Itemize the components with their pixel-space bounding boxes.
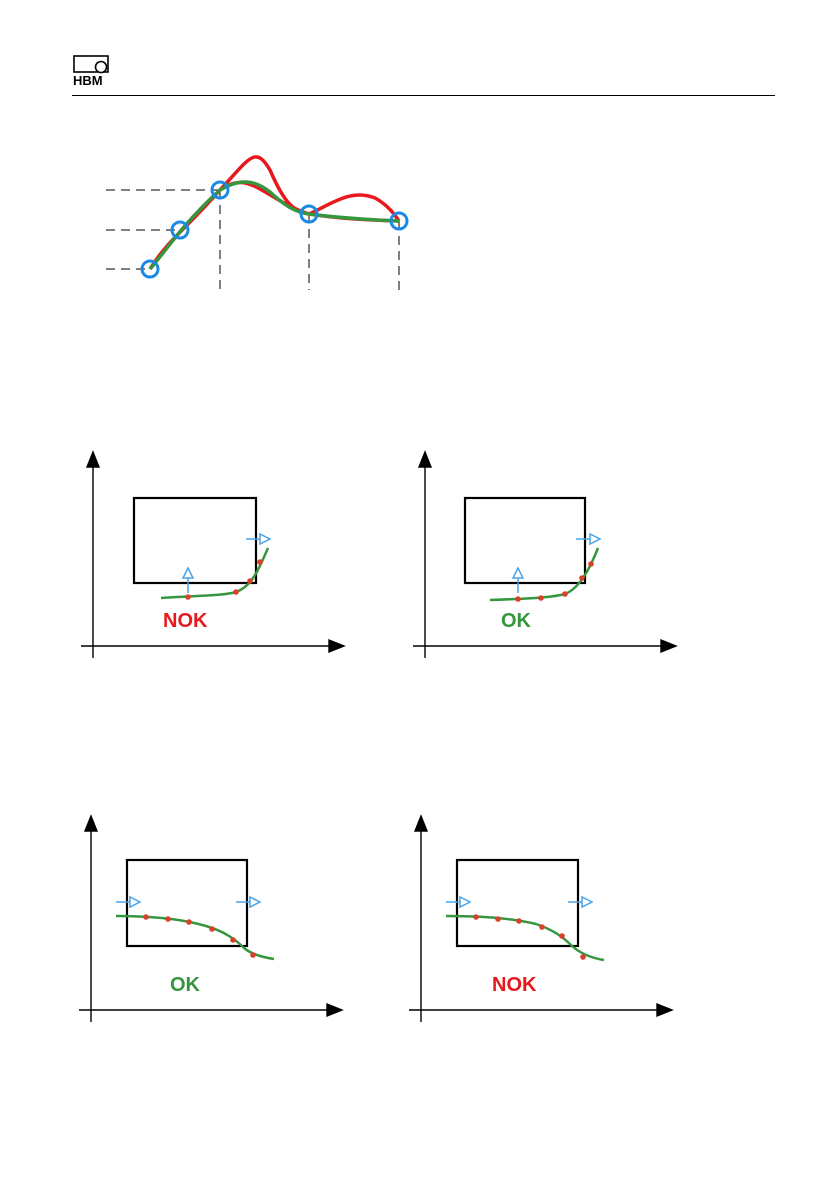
verdict-label: NOK [492,974,537,996]
signal-point [233,589,239,595]
signal-point [495,916,501,922]
window-panel-nok-1: NOK [78,448,378,663]
arrow-right-icon [568,895,594,909]
evaluation-window [132,496,258,585]
signal-curve [115,914,275,961]
window-panel-ok-2: OK [76,812,376,1027]
logo-text: HBM [73,73,103,88]
signal-point [186,919,192,925]
y-axis [83,814,99,1022]
x-axis [81,638,346,654]
signal-point [143,914,149,920]
signal-point [473,914,479,920]
x-axis [79,1002,344,1018]
sample-point-2 [170,220,190,240]
signal-point [247,578,253,584]
arrow-right-icon [246,532,272,546]
sample-point-3 [210,180,230,200]
measured-curve [148,155,401,270]
window-panel-nok-2: NOK [406,812,706,1027]
signal-point [185,594,191,600]
signal-point [250,952,256,958]
evaluation-window [125,858,249,948]
hbm-logo-icon: HBM [72,54,112,88]
signal-point [580,954,586,960]
verdict-label: OK [501,610,531,632]
signal-point [559,933,565,939]
signal-point [579,575,585,581]
signal-point [588,561,594,567]
header-rule [72,95,775,96]
signal-point [165,916,171,922]
signal-point [230,937,236,943]
signal-point [515,596,521,602]
x-axis [409,1002,674,1018]
signal-curve [489,547,600,602]
y-axis [417,450,433,658]
signal-curve [160,547,270,600]
arrow-right-icon [116,895,142,909]
x-axis [413,638,678,654]
signal-point [209,926,215,932]
window-panel-ok-1: OK [410,448,710,663]
arrow-right-icon [236,895,262,909]
sample-point-1 [140,259,160,279]
evaluation-window [455,858,580,948]
sample-point-4 [299,204,319,224]
signal-point [516,918,522,924]
arrow-right-icon [446,895,472,909]
sample-point-5 [389,211,409,231]
verdict-label: OK [170,974,200,996]
verdict-label: NOK [163,610,208,632]
y-axis [85,450,101,658]
y-axis [413,814,429,1022]
interpolation-figure [90,150,430,300]
arrow-up-icon [181,566,195,593]
evaluation-window [463,496,587,585]
arrow-right-icon [576,532,602,546]
signal-point [562,591,568,597]
arrow-up-icon [511,566,525,593]
signal-point [539,924,545,930]
signal-point [257,559,263,565]
signal-curve [445,914,605,962]
signal-point [538,595,544,601]
